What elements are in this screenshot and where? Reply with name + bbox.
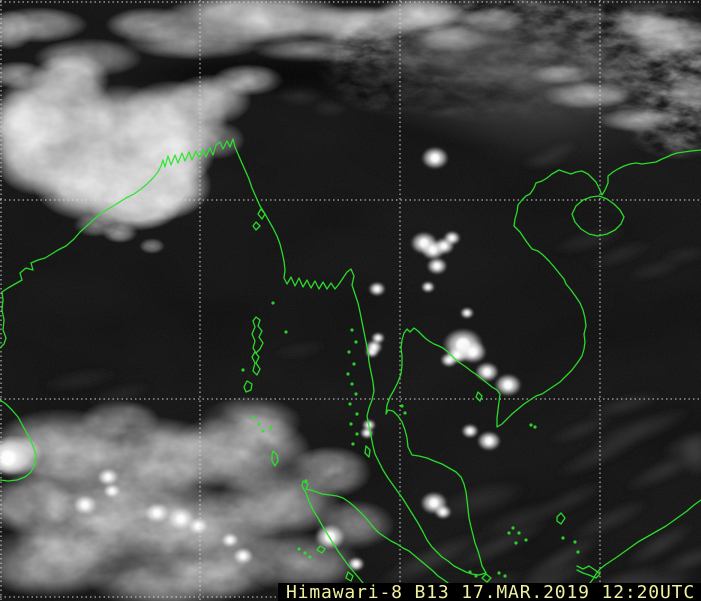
coastline-bintan (481, 573, 492, 583)
coastline-borneo-northwest (589, 499, 701, 584)
coastline-sri-lanka-east (0, 399, 37, 482)
coastline-india-bangladesh-myanmar-thailand-malay-vietnam-china-mainland (0, 138, 701, 576)
coastline-little-andaman (243, 380, 253, 393)
coastline-andaman-south (251, 351, 261, 376)
caption-bar-background (278, 583, 701, 601)
coastline-sumatra (301, 480, 449, 584)
coastline-simeulue (316, 545, 326, 554)
coastline-andaman-north (251, 316, 264, 354)
coastline-phuket (364, 445, 371, 458)
coastline-great-nicobar (271, 450, 279, 467)
coastline-phu-quoc (475, 391, 483, 402)
coastline-cheduba-island (252, 221, 261, 231)
caption-text: Himawari-8 B13 17.MAR.2019 12:20UTC (286, 582, 695, 601)
coastline-overlay (0, 138, 701, 584)
coastline-nias (345, 571, 354, 582)
coastline-ramree-island (257, 208, 266, 220)
coastline-natuna-besar (556, 512, 566, 525)
coastline-borneo-coast-wiggle (576, 565, 601, 579)
caption-bar: Himawari-8 B13 17.MAR.2019 12:20UTC (278, 582, 701, 601)
coastline-hainan (571, 195, 625, 237)
